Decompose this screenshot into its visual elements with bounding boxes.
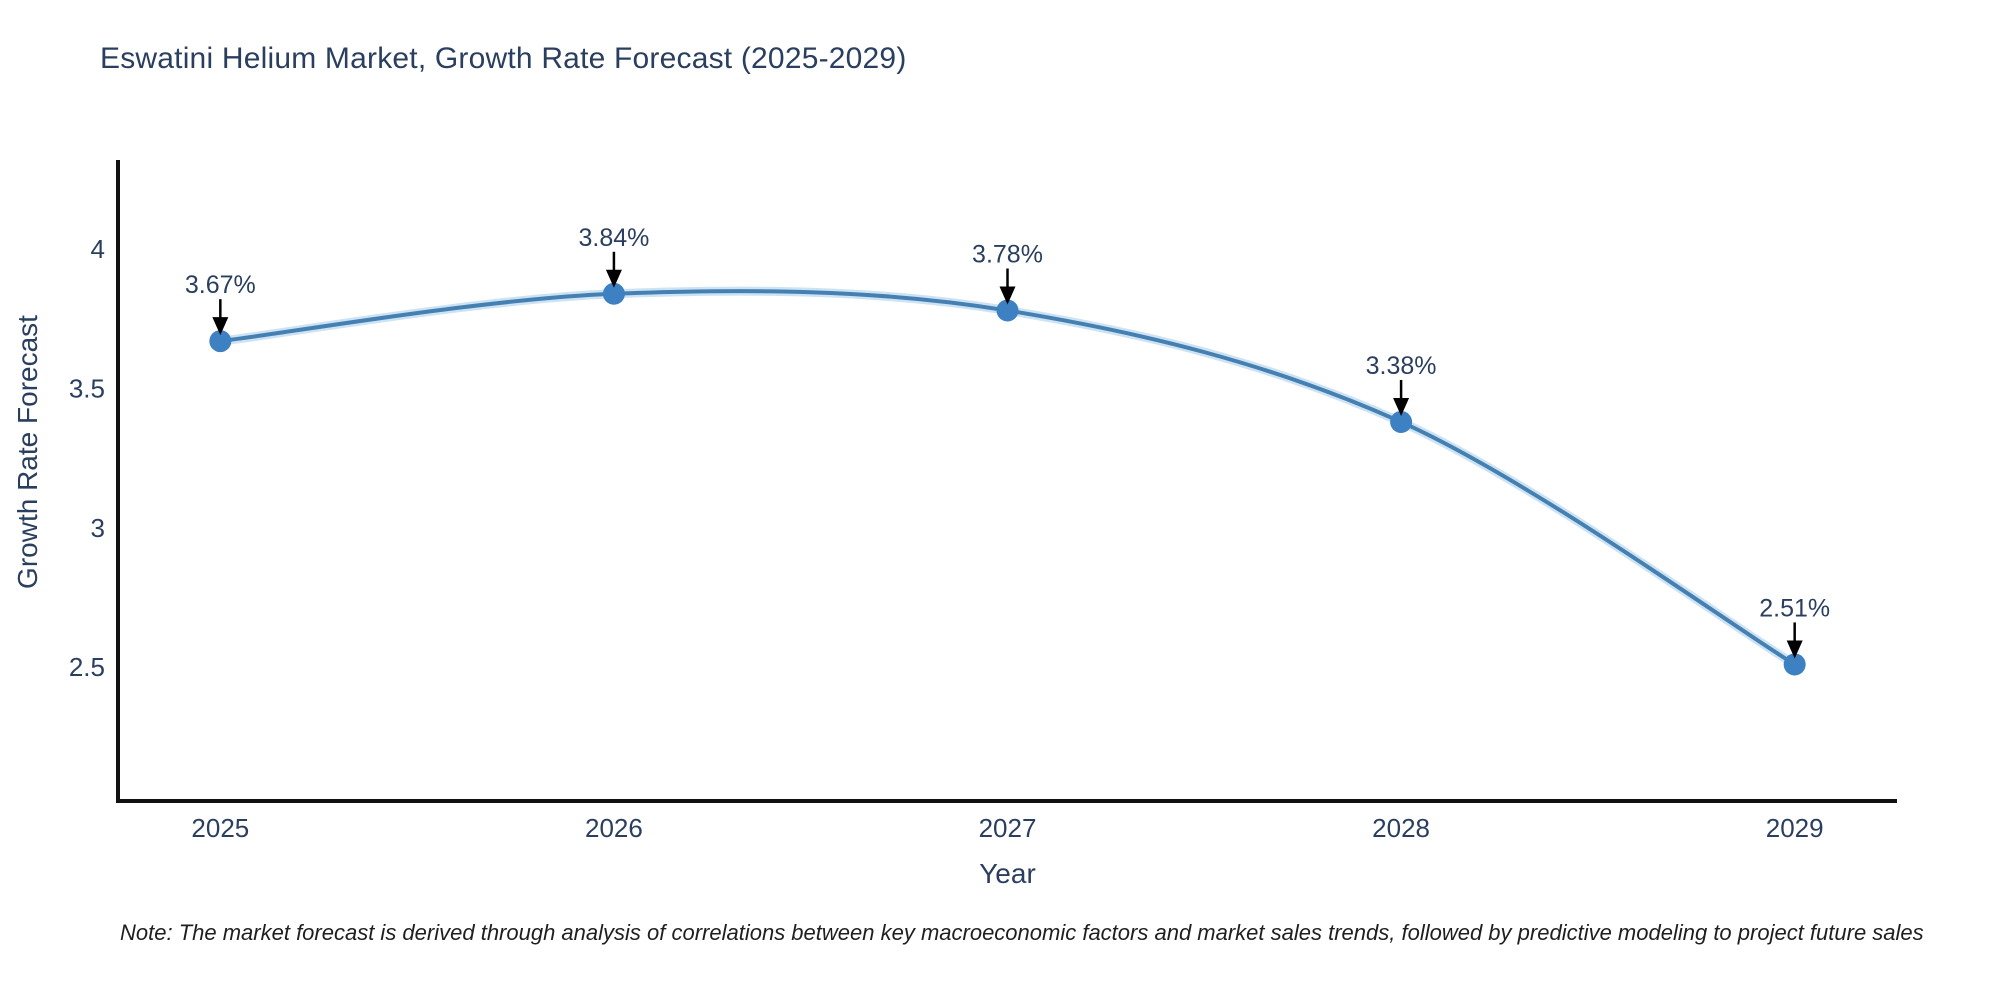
footnote: Note: The market forecast is derived thr… — [120, 920, 1924, 945]
point-value-label: 3.38% — [1366, 352, 1437, 380]
data-point-2025 — [209, 330, 232, 353]
data-point-2027 — [996, 299, 1019, 322]
point-value-label: 3.67% — [185, 271, 256, 299]
chart-title: Eswatini Helium Market, Growth Rate Fore… — [100, 42, 907, 75]
y-tick-label: 2.5 — [69, 652, 105, 682]
x-tick-label: 2026 — [585, 813, 643, 843]
x-axis-title: Year — [979, 858, 1036, 889]
data-point-2029 — [1783, 653, 1806, 676]
point-value-label: 3.78% — [972, 240, 1043, 268]
annotation-arrowhead-icon — [1393, 397, 1410, 416]
series-line — [220, 289, 1796, 667]
x-tick-label: 2029 — [1766, 813, 1824, 843]
y-axis-title: Growth Rate Forecast — [12, 315, 43, 589]
data-point-2026 — [602, 282, 625, 305]
y-tick-label: 3 — [91, 513, 105, 543]
series-line-halo — [215, 286, 1800, 669]
annotation-arrowhead-icon — [212, 317, 229, 336]
x-tick-label: 2027 — [979, 813, 1037, 843]
point-value-label: 2.51% — [1759, 594, 1830, 622]
annotation-arrowhead-icon — [999, 286, 1016, 305]
y-tick-label: 3.5 — [69, 374, 105, 404]
data-point-2028 — [1390, 410, 1413, 433]
point-value-label: 3.84% — [578, 224, 649, 252]
x-tick-label: 2028 — [1372, 813, 1430, 843]
axis-lines — [116, 160, 1897, 803]
y-tick-label: 4 — [91, 234, 105, 264]
annotation-arrowhead-icon — [605, 269, 622, 288]
x-tick-label: 2025 — [191, 813, 249, 843]
annotation-arrowhead-icon — [1786, 640, 1803, 659]
